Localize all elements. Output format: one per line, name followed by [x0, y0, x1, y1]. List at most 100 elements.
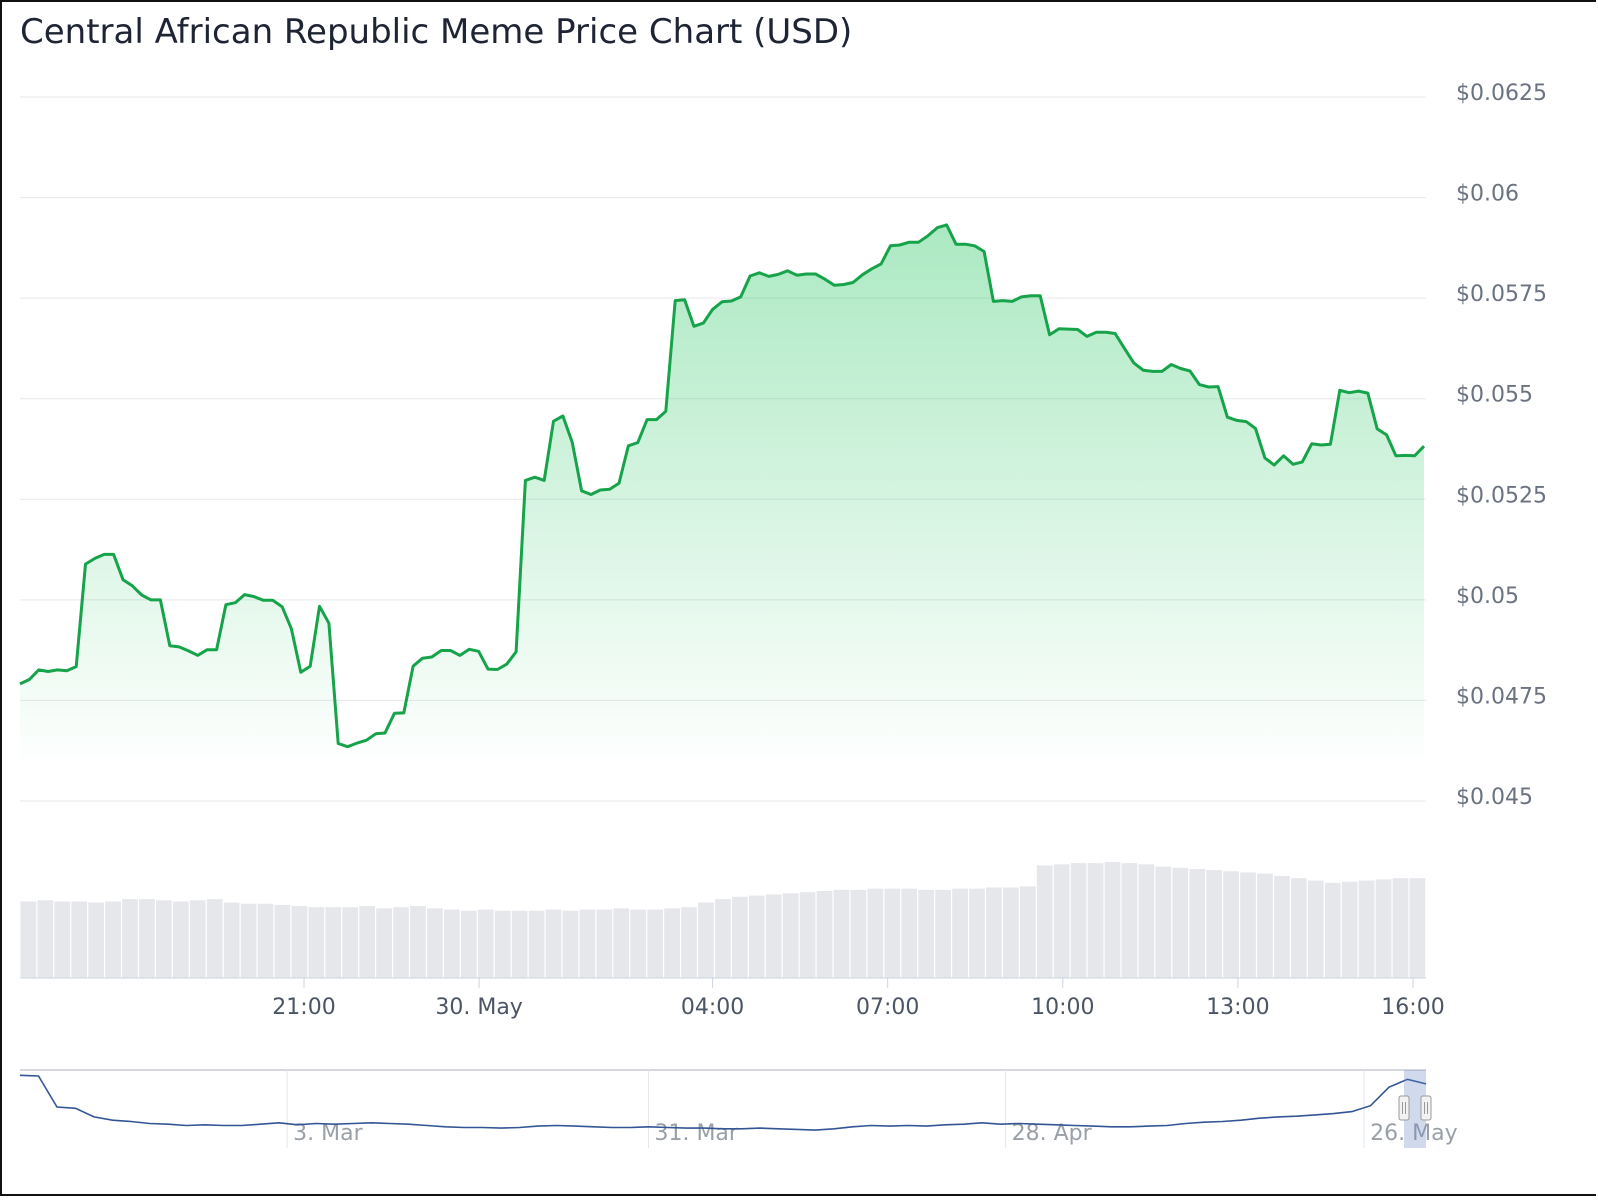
volume-bar [20, 901, 37, 978]
volume-bar [274, 904, 291, 978]
volume-bar [715, 899, 731, 978]
navigator-date-label: 3. Mar [293, 1121, 363, 1146]
handle-grip [1420, 1095, 1432, 1121]
volume-bar [867, 888, 884, 978]
volume-bar [884, 888, 901, 978]
price-area [20, 224, 1424, 770]
volume-bar [918, 889, 935, 978]
volume-bar [443, 909, 460, 978]
volume-bar [562, 910, 579, 978]
y-tick-label: $0.0575 [1456, 282, 1547, 307]
volume-bar [1375, 879, 1392, 978]
x-axis: 21:00 30. May 04:00 07:00 10:00 13:00 16:00 [20, 977, 1445, 1020]
volume-bar [579, 909, 596, 978]
volume-bar [1070, 863, 1087, 978]
volume-bar [460, 910, 477, 978]
volume-bar [1087, 863, 1104, 978]
volume-bar [1172, 867, 1189, 978]
volume-bar [1189, 868, 1206, 978]
navigator-left-handle[interactable] [1398, 1095, 1410, 1121]
volume-bar [647, 909, 664, 978]
volume-bar [596, 909, 613, 978]
volume-bar [986, 887, 1002, 978]
x-tick-label: 07:00 [856, 995, 919, 1020]
price-series[interactable] [19, 223, 1426, 770]
volume-bar [681, 907, 697, 978]
volume-bar [511, 910, 528, 978]
volume-bar [782, 893, 799, 978]
volume-bar [54, 901, 71, 978]
volume-bar [528, 910, 545, 978]
volume-bar [393, 907, 409, 978]
volume-bar [901, 888, 918, 978]
volume-bar [156, 900, 172, 978]
handle-grip [1398, 1095, 1410, 1121]
volume-bar [308, 907, 325, 978]
volume-bar [935, 889, 951, 978]
y-tick-label: $0.0625 [1456, 81, 1547, 106]
volume-bar [748, 895, 765, 978]
x-tick-label: 13:00 [1206, 995, 1269, 1020]
volume-bar [427, 908, 443, 978]
volume-bar [71, 901, 88, 978]
y-tick-label: $0.055 [1456, 383, 1533, 408]
volume-bar [1290, 878, 1307, 978]
volume-bar [1240, 872, 1256, 978]
chart-title: Central African Republic Meme Price Char… [20, 12, 853, 52]
price-line [19, 223, 1426, 749]
volume-bar [630, 909, 647, 978]
volume-bar [139, 899, 155, 978]
volume-bar [172, 901, 189, 978]
volume-bar [799, 892, 816, 978]
navigator-selection[interactable] [1404, 1070, 1426, 1148]
volume-bar [477, 909, 494, 978]
volume-bar [850, 889, 867, 978]
volume-bar [88, 902, 104, 978]
volume-bar [1036, 865, 1053, 978]
volume-bar [1053, 864, 1070, 978]
navigator-right-handle[interactable] [1420, 1095, 1432, 1121]
volume-bar [189, 900, 206, 978]
navigator-series-line [19, 1074, 1427, 1131]
volume-bar [37, 900, 54, 978]
volume-bar [969, 888, 985, 978]
volume-bar [765, 894, 782, 978]
volume-bar [1341, 881, 1358, 978]
y-tick-label: $0.06 [1456, 182, 1519, 207]
volume-bar [952, 888, 968, 978]
x-tick-label: 30. May [435, 995, 522, 1020]
volume-bar [1003, 887, 1019, 978]
y-axis-labels: $0.045 $0.0475 $0.05 $0.0525 $0.055 $0.0575 $0… [1456, 81, 1547, 810]
volume-bar [1358, 880, 1375, 978]
volume-bar [731, 896, 748, 978]
volume-bar [664, 908, 680, 978]
volume-bar [698, 902, 714, 978]
volume-bar [1019, 886, 1036, 978]
x-tick-label: 16:00 [1381, 995, 1444, 1020]
volume-bar [342, 907, 359, 978]
volume-bar [1392, 878, 1409, 978]
volume-bar [410, 906, 426, 978]
x-tick-label: 04:00 [681, 995, 744, 1020]
x-tick-label: 21:00 [272, 995, 335, 1020]
volume-bar [325, 907, 342, 978]
volume-bar [1274, 875, 1290, 978]
volume-bar [1223, 871, 1239, 978]
y-tick-label: $0.045 [1456, 785, 1533, 810]
volume-bar [1409, 878, 1426, 978]
y-tick-label: $0.0525 [1456, 483, 1547, 508]
volume-bar [1155, 866, 1172, 978]
volume-bar [833, 889, 850, 978]
volume-bar [1307, 880, 1324, 978]
volume-bar [240, 903, 257, 978]
volume-bar [494, 910, 511, 978]
volume-bar [1138, 864, 1155, 978]
volume-bar [816, 891, 833, 978]
volume-bar [1206, 870, 1223, 978]
volume-bar [359, 906, 376, 978]
volume-bar [1104, 862, 1121, 978]
x-tick-label: 10:00 [1031, 995, 1094, 1020]
volume-bars [20, 862, 1426, 978]
range-navigator[interactable]: 3. Mar 31. Mar 28. Apr 26. May [19, 1069, 1458, 1148]
